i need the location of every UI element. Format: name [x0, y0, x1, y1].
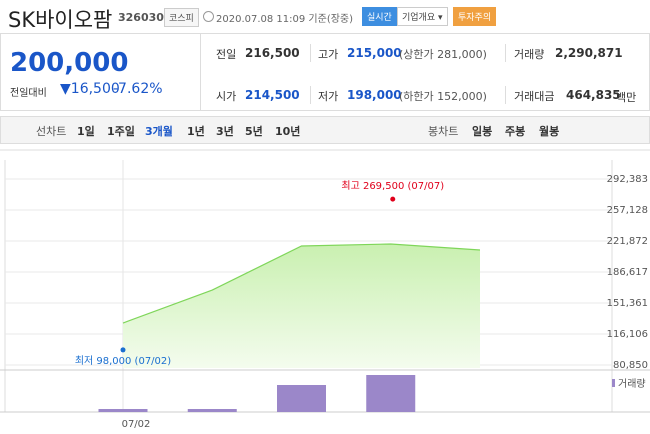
tab[interactable]: 월봉 — [539, 125, 560, 138]
tab-bar — [0, 116, 650, 144]
tab[interactable]: 10년 — [275, 125, 301, 138]
change-value: 16,500 — [70, 81, 120, 97]
timestamp: 2020.07.08 11:09 기준(장중) — [216, 14, 354, 25]
market-badge: 코스피 — [164, 8, 199, 27]
tab[interactable]: 일봉 — [472, 125, 493, 138]
annotation: 최고 269,500 (07/07) — [341, 180, 444, 192]
change-rate: -7.62% — [113, 81, 163, 97]
tab[interactable]: 1주일 — [107, 125, 135, 138]
annotation-dot — [390, 196, 396, 202]
divider — [505, 86, 506, 104]
divider — [200, 33, 201, 111]
tab[interactable]: 1년 — [187, 125, 205, 138]
stat-label: 고가 — [318, 48, 339, 61]
y-tick-label: 257,128 — [607, 205, 648, 216]
clock-icon — [203, 11, 214, 22]
volume-bar — [277, 385, 326, 412]
stat-value: 198,000 — [347, 88, 402, 102]
annotation-dot — [120, 347, 126, 353]
change-label: 전일대비 — [10, 88, 47, 99]
stat-label: 시가 — [216, 90, 237, 103]
stat-value: 215,000 — [347, 46, 402, 60]
y-tick-label: 80,850 — [613, 360, 648, 371]
y-tick-label: 116,106 — [607, 329, 648, 340]
legend-label: 거래량 — [618, 378, 646, 390]
stock-code: 326030 — [118, 11, 164, 24]
stock-name: SK바이오팜 — [8, 8, 113, 32]
x-tick-label: 07/02 — [122, 419, 151, 430]
volume-bar — [366, 375, 416, 412]
stat-label: 거래량 — [514, 48, 545, 61]
change: ▼16,500 — [60, 81, 120, 97]
stat-value: 216,500 — [245, 46, 300, 60]
y-tick-label: 221,872 — [607, 236, 648, 247]
warning-badge: 투자주의 — [453, 7, 497, 26]
area-fill — [123, 243, 480, 368]
stat-note: (상한가 281,000) — [399, 48, 487, 61]
y-tick-label: 292,383 — [607, 174, 648, 185]
tab-label: 봉차트 — [428, 125, 459, 138]
stat-label: 전일 — [216, 48, 237, 61]
tab[interactable]: 5년 — [245, 125, 263, 138]
tab[interactable]: 1일 — [77, 125, 95, 138]
volume-bar — [187, 409, 237, 412]
stat-value: 464,835 — [566, 88, 621, 102]
legend-swatch — [612, 379, 615, 387]
divider — [505, 44, 506, 62]
realtime-badge[interactable]: 실시간 — [362, 7, 397, 26]
y-tick-label: 186,617 — [607, 267, 648, 278]
stat-note: (하한가 152,000) — [399, 90, 487, 103]
annotation: 최저 98,000 (07/02) — [75, 355, 171, 367]
company-badge[interactable]: 기업개요 ▾ — [397, 7, 448, 26]
tab[interactable]: 3년 — [216, 125, 234, 138]
stat-label: 거래대금 — [514, 90, 555, 103]
divider — [310, 86, 311, 104]
price: 200,000 — [10, 48, 129, 78]
divider — [310, 44, 311, 62]
company-label: 기업개요 — [402, 13, 436, 23]
price-line — [122, 243, 481, 324]
tab[interactable]: 주봉 — [505, 125, 526, 138]
tab[interactable]: 3개월 — [145, 125, 173, 138]
y-tick-label: 151,361 — [607, 298, 648, 309]
stat-value: 214,500 — [245, 88, 300, 102]
tab-label: 선차트 — [36, 125, 67, 138]
stat-label: 저가 — [318, 90, 339, 103]
stat-value: 2,290,871 — [555, 46, 623, 60]
stat-unit: 백만 — [616, 91, 637, 104]
volume-bar — [98, 409, 148, 412]
